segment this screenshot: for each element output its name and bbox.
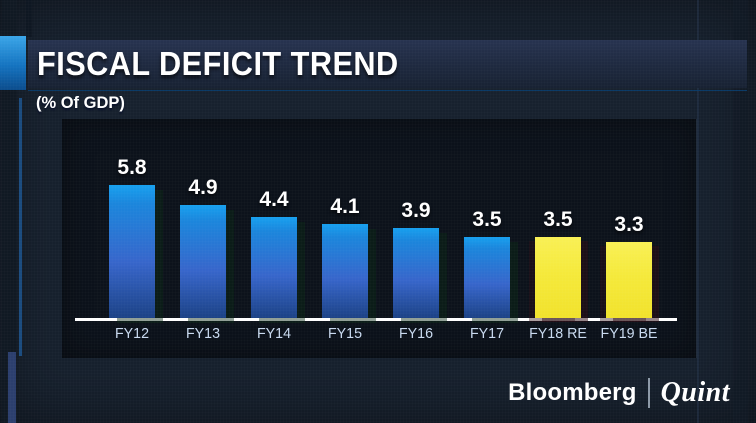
bar-value-label: 4.9 [188, 176, 218, 199]
bar [322, 224, 368, 318]
bar [535, 237, 581, 318]
bar-value-label: 3.5 [543, 208, 573, 231]
bar-column: 3.3 [606, 208, 652, 318]
header-left-tab [0, 36, 26, 90]
logo-divider [647, 378, 650, 408]
x-axis-tick-label: FY17 [469, 325, 505, 342]
bar-column: 4.9 [180, 171, 226, 318]
x-axis-tick-label: FY14 [256, 325, 292, 342]
x-axis-tick-label: FY16 [398, 325, 434, 342]
right-seam-line [697, 0, 699, 423]
x-axis-tick-label: FY18 RE [529, 325, 587, 342]
bar [180, 205, 226, 318]
x-axis-line [75, 318, 677, 321]
bar-value-label: 3.5 [472, 208, 502, 231]
bar-column: 4.4 [251, 183, 297, 318]
chart-unit-label: (% Of GDP) [36, 93, 125, 112]
bar-column: 3.9 [393, 194, 439, 318]
bar-value-label: 3.9 [401, 199, 431, 222]
brand-logo: Bloomberg Quint [508, 377, 730, 409]
bar [606, 242, 652, 318]
bar-value-label: 5.8 [117, 156, 147, 179]
x-axis-tick-label: FY19 BE [600, 325, 658, 342]
bar [464, 237, 510, 318]
bar [393, 228, 439, 318]
bar [109, 185, 155, 318]
left-indigo-stripe [8, 352, 16, 423]
right-edge-stripe [733, 0, 748, 423]
title-bar: FISCAL DEFICIT TREND [28, 40, 747, 88]
left-edge-stripe [2, 0, 17, 423]
bloomberg-wordmark: Bloomberg [508, 379, 637, 406]
x-axis-tick-label: FY13 [185, 325, 221, 342]
left-blue-accent-stripe [19, 98, 22, 356]
bar [251, 217, 297, 318]
page-title: FISCAL DEFICIT TREND [37, 45, 399, 82]
bar-value-label: 3.3 [614, 213, 644, 236]
bar-column: 3.5 [535, 203, 581, 318]
x-axis-tick-label: FY12 [114, 325, 150, 342]
bar-value-label: 4.4 [259, 188, 289, 211]
bar-column: 4.1 [322, 190, 368, 318]
x-axis-tick-label: FY15 [327, 325, 363, 342]
quint-wordmark: Quint [660, 377, 730, 408]
bar-column: 3.5 [464, 203, 510, 318]
top-left-stripe [26, 0, 32, 37]
subtitle-bar: (% Of GDP) [28, 90, 747, 115]
bar-chart: 5.8 FY12 4.9 FY13 4.4 FY14 4.1 FY15 3.9 FY16 3.5 FY… [62, 119, 697, 358]
bar-value-label: 4.1 [330, 195, 360, 218]
bar-column: 5.8 [109, 151, 155, 318]
